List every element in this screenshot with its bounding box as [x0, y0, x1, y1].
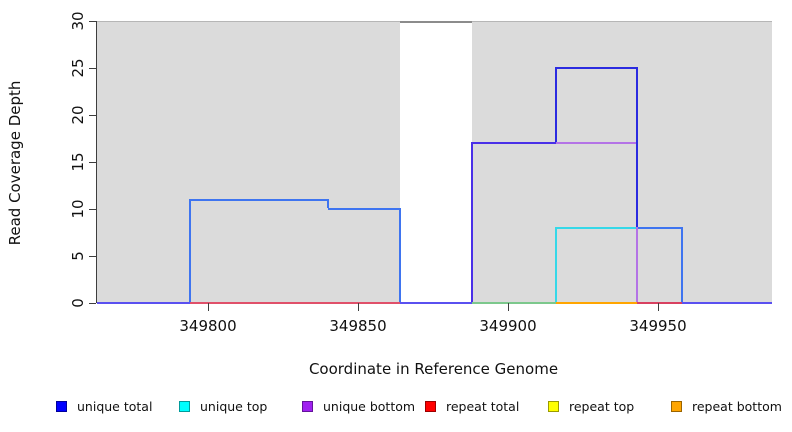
masked-region [472, 21, 772, 304]
coverage-segment [556, 67, 637, 69]
y-tick-label: 10 [69, 199, 87, 219]
plot-area: 349800 349850 349900 349950 0 5 10 15 20 25 30 [69, 11, 772, 335]
coverage-step [555, 67, 557, 143]
legend-label: unique top [200, 399, 268, 414]
y-axis-label: Read Coverage Depth [6, 80, 24, 246]
y-tick-label: 15 [69, 152, 87, 172]
coverage-step [399, 208, 401, 302]
legend: unique total unique top unique bottom repea… [56, 399, 792, 414]
legend-swatch-icon [671, 401, 682, 412]
masked-region [97, 21, 400, 304]
x-tick-label: 349800 [179, 317, 237, 335]
y-tick [89, 209, 96, 210]
y-tick-label: 30 [69, 11, 87, 31]
coverage-step [189, 198, 191, 302]
legend-label: repeat total [446, 399, 520, 414]
coverage-step [471, 142, 473, 302]
legend-label: unique total [77, 399, 153, 414]
y-tick [89, 21, 96, 22]
y-tick [89, 303, 96, 304]
legend-label: unique bottom [323, 399, 416, 414]
coverage-segment [637, 226, 682, 229]
legend-label: repeat bottom [692, 399, 782, 414]
x-tick [658, 303, 659, 311]
y-tick [89, 68, 96, 69]
baseline-segment [190, 302, 400, 304]
x-tick [508, 303, 509, 311]
baseline-segment [682, 302, 772, 304]
baseline-segment [556, 302, 637, 304]
coverage-step [555, 226, 557, 302]
coverage-segment [400, 21, 472, 23]
legend-item: unique total [56, 399, 179, 414]
y-tick-label: 5 [69, 251, 87, 261]
legend-swatch-icon [302, 401, 313, 412]
coverage-step [681, 226, 683, 302]
y-tick [89, 115, 96, 116]
coverage-segment [556, 142, 637, 145]
legend-item: unique top [179, 399, 302, 414]
baseline-segment [472, 302, 556, 304]
legend-swatch-icon [56, 401, 67, 412]
baseline-segment [97, 302, 190, 304]
coverage-segment [556, 226, 637, 229]
coverage-step [636, 67, 638, 227]
legend-swatch-icon [425, 401, 436, 412]
y-tick-label: 20 [69, 105, 87, 125]
y-tick-label: 25 [69, 58, 87, 78]
x-tick [208, 303, 209, 311]
legend-item: repeat bottom [671, 399, 792, 414]
baseline-segment [400, 302, 472, 304]
coverage-segment [328, 208, 400, 210]
x-tick-label: 349900 [479, 317, 537, 335]
legend-item: repeat total [425, 399, 548, 414]
x-tick-label: 349950 [629, 317, 687, 335]
coverage-step [327, 198, 329, 208]
x-tick [358, 303, 359, 311]
coverage-segment [472, 142, 556, 145]
y-tick [89, 162, 96, 163]
x-tick-label: 349850 [329, 317, 387, 335]
legend-label: repeat top [569, 399, 635, 414]
y-tick-label: 0 [69, 298, 87, 308]
legend-item: repeat top [548, 399, 671, 414]
legend-swatch-icon [179, 401, 190, 412]
legend-item: unique bottom [302, 399, 425, 414]
x-axis-label: Coordinate in Reference Genome [308, 360, 559, 378]
coverage-segment [190, 198, 328, 201]
baseline-segment [637, 302, 682, 304]
legend-swatch-icon [548, 401, 559, 412]
y-tick [89, 256, 96, 257]
